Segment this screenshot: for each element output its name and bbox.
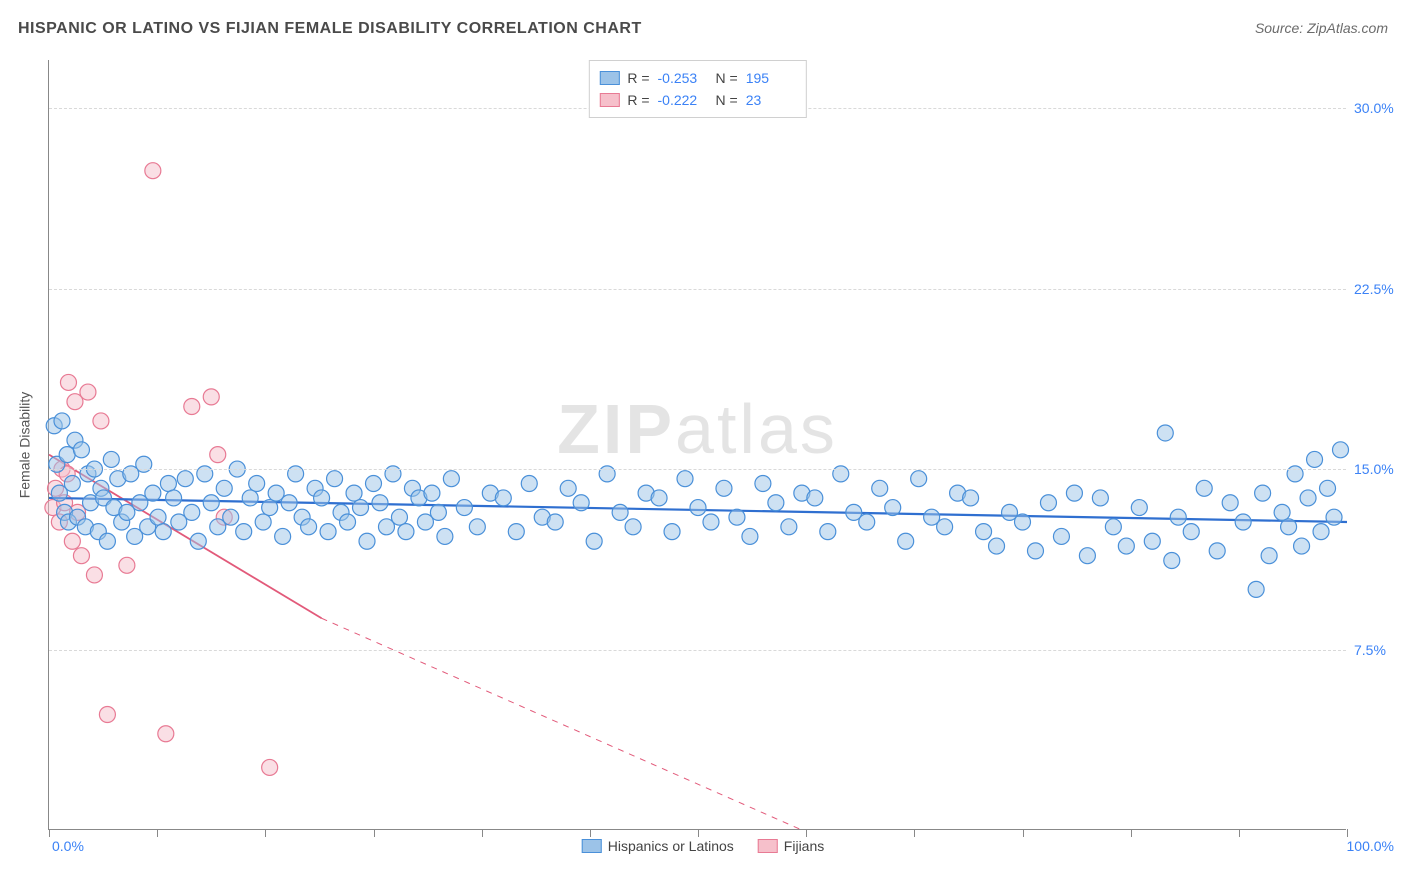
legend-stats: R = -0.253 N = 195 R = -0.222 N = 23: [588, 60, 806, 118]
y-tick-label: 30.0%: [1354, 100, 1404, 116]
legend-stats-row: R = -0.222 N = 23: [599, 89, 795, 111]
swatch-pink: [599, 93, 619, 107]
legend-stats-row: R = -0.253 N = 195: [599, 67, 795, 89]
source-attribution: Source: ZipAtlas.com: [1255, 20, 1388, 36]
y-tick-label: 7.5%: [1354, 642, 1404, 658]
y-axis-label: Female Disability: [14, 60, 34, 830]
swatch-blue: [582, 839, 602, 853]
legend-item: Fijians: [758, 838, 824, 854]
swatch-pink: [758, 839, 778, 853]
chart-title: HISPANIC OR LATINO VS FIJIAN FEMALE DISA…: [18, 20, 642, 37]
y-tick-label: 15.0%: [1354, 461, 1404, 477]
chart-svg: [49, 60, 1346, 829]
swatch-blue: [599, 71, 619, 85]
legend-bottom: Hispanics or Latinos Fijians: [582, 838, 825, 854]
x-axis-min-label: 0.0%: [52, 838, 84, 854]
x-axis-max-label: 100.0%: [1347, 838, 1394, 854]
legend-item: Hispanics or Latinos: [582, 838, 734, 854]
y-tick-label: 22.5%: [1354, 281, 1404, 297]
plot-area: ZIPatlas R = -0.253 N = 195 R = -0.222 N…: [48, 60, 1346, 830]
